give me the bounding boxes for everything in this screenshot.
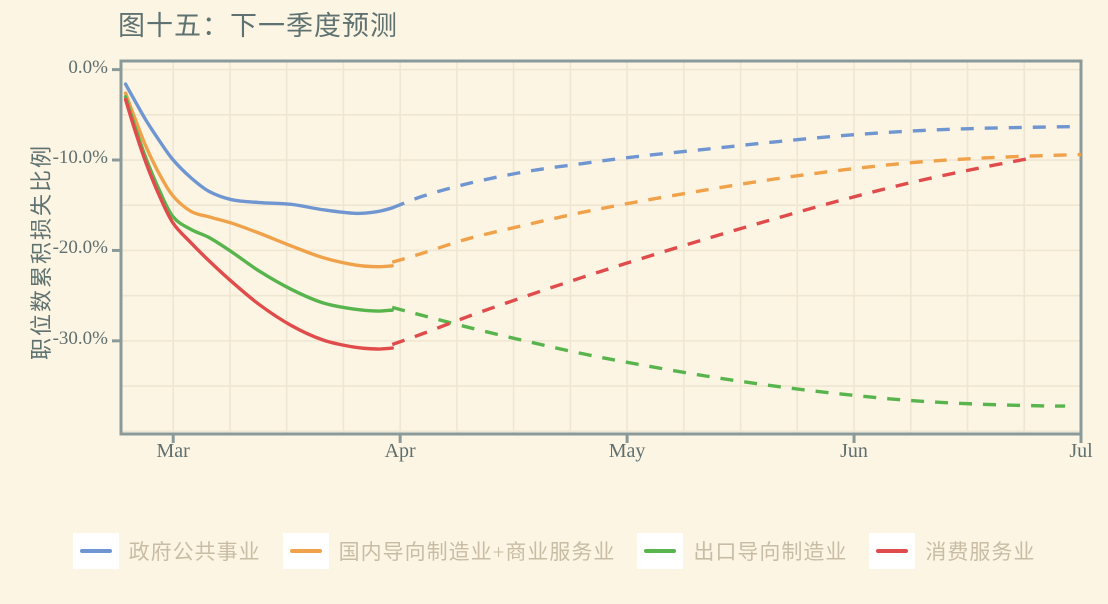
- gridlines: [121, 61, 1082, 434]
- legend-item[interactable]: 出口导向制造业: [637, 533, 847, 569]
- series-line-forecast-2: [391, 305, 1066, 408]
- tick-marks: [112, 68, 1083, 443]
- chart-legend: 政府公共事业 国内导向制造业+商业服务业 出口导向制造业 消费服务业: [0, 533, 1108, 569]
- x-tick-label: Mar: [156, 440, 190, 462]
- series-line-forecast-0: [391, 124, 1082, 210]
- series-line-actual-3: [123, 97, 394, 351]
- legend-color-swatch: [869, 533, 916, 569]
- x-tick-label: Apr: [384, 440, 416, 462]
- legend-color-swatch: [282, 533, 329, 569]
- legend-item[interactable]: 消费服务业: [869, 533, 1035, 569]
- legend-color-swatch: [72, 533, 119, 569]
- y-tick-label: 0.0%: [68, 56, 108, 78]
- x-tick-label: Jul: [1069, 440, 1093, 462]
- series-line-actual-0: [123, 82, 394, 216]
- legend-item[interactable]: 国内导向制造业+商业服务业: [282, 533, 616, 569]
- legend-label: 出口导向制造业: [693, 540, 848, 564]
- y-tick-label: -10.0%: [52, 147, 108, 168]
- series-line-actual-1: [123, 91, 394, 269]
- y-tick-label: -30.0%: [52, 327, 108, 349]
- legend-label: 政府公共事业: [128, 540, 261, 564]
- series-line-forecast-3: [391, 155, 1036, 347]
- y-axis-ticks: 0.0% -10.0% -20.0% -30.0%: [0, 0, 108, 604]
- legend-label: 消费服务业: [925, 540, 1036, 564]
- legend-item[interactable]: 政府公共事业: [72, 533, 261, 569]
- legend-label: 国内导向制造业+商业服务业: [338, 540, 616, 564]
- chart-title: 图十五：下一季度预测: [118, 11, 398, 41]
- series-group: [123, 82, 1082, 408]
- axis-frame: [119, 59, 1083, 436]
- x-tick-label: May: [608, 440, 646, 462]
- y-tick-label: -20.0%: [52, 237, 108, 259]
- series-line-forecast-1: [391, 152, 1082, 264]
- legend-color-swatch: [637, 533, 684, 569]
- x-tick-label: Jun: [840, 440, 868, 462]
